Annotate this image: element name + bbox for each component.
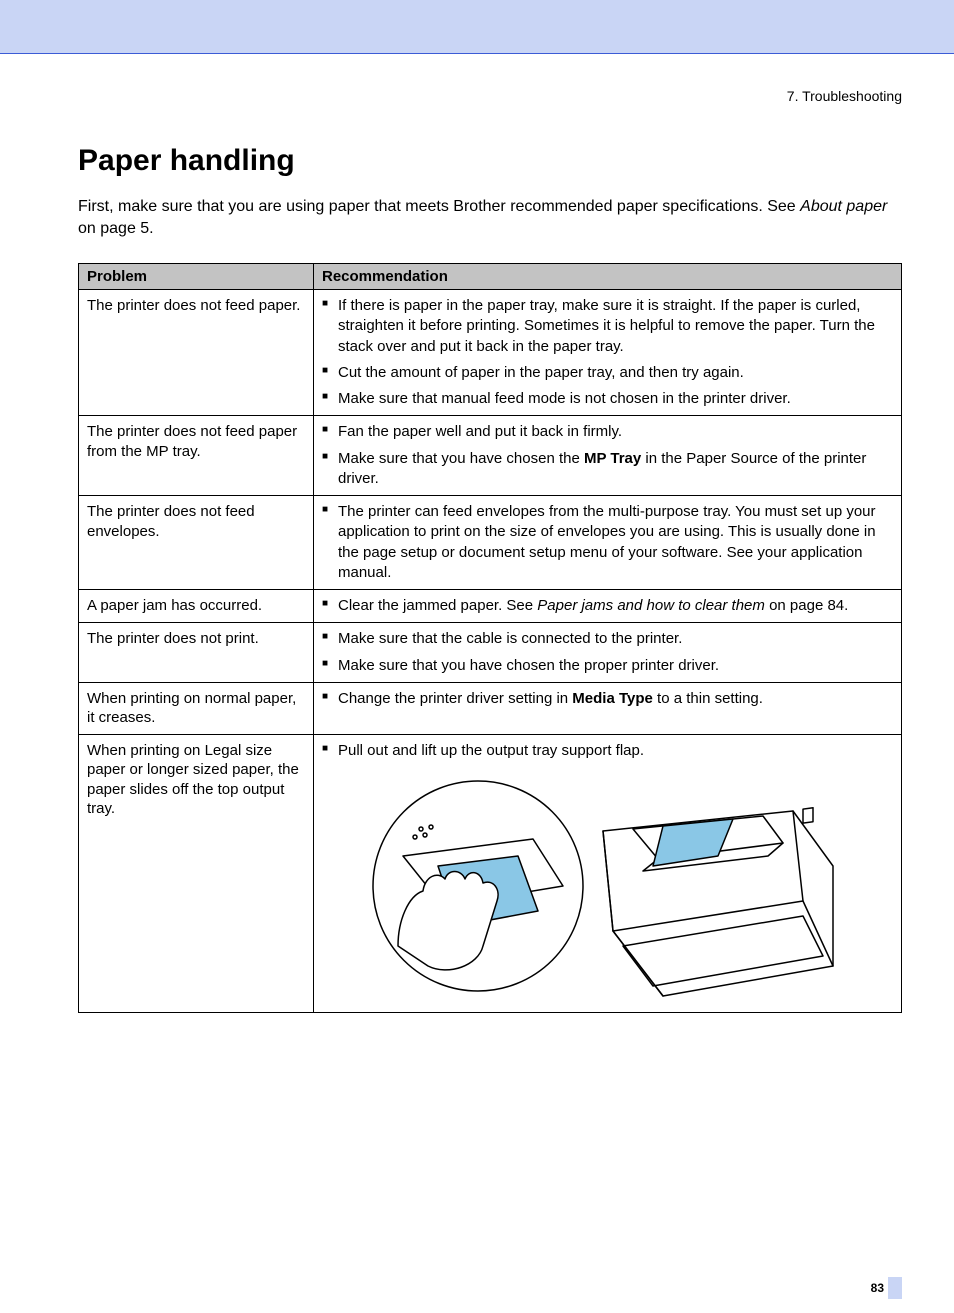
recommendation-item: Fan the paper well and put it back in fi… <box>322 422 893 442</box>
recommendation-item: Clear the jammed paper. See Paper jams a… <box>322 596 893 616</box>
page-title: Paper handling <box>78 144 902 178</box>
troubleshooting-table: Problem Recommendation The printer does … <box>78 263 902 1013</box>
intro-text-post: on page 5. <box>78 220 154 237</box>
recommendation-cell: The printer can feed envelopes from the … <box>314 496 902 590</box>
problem-cell: When printing on Legal size paper or lon… <box>79 734 314 1012</box>
page-number: 83 <box>871 1281 884 1295</box>
recommendation-item: Make sure that manual feed mode is not c… <box>322 389 893 409</box>
recommendation-item: Pull out and lift up the output tray sup… <box>322 741 893 761</box>
recommendation-cell: Make sure that the cable is connected to… <box>314 623 902 683</box>
table-row: When printing on normal paper, it crease… <box>79 682 902 734</box>
illustration-container <box>322 771 893 1006</box>
recommendation-list: The printer can feed envelopes from the … <box>322 502 893 583</box>
intro-link[interactable]: About paper <box>800 198 887 215</box>
intro-paragraph: First, make sure that you are using pape… <box>78 196 902 239</box>
intro-text-pre: First, make sure that you are using pape… <box>78 198 800 215</box>
chapter-label: 7. Troubleshooting <box>78 88 902 104</box>
recommendation-item: The printer can feed envelopes from the … <box>322 502 893 583</box>
recommendation-item: Cut the amount of paper in the paper tra… <box>322 363 893 383</box>
recommendation-cell: If there is paper in the paper tray, mak… <box>314 290 902 416</box>
recommendation-list: Fan the paper well and put it back in fi… <box>322 422 893 489</box>
cross-ref-link[interactable]: Paper jams and how to clear them <box>537 597 765 614</box>
page-footer: 83 <box>0 1273 954 1313</box>
recommendation-cell: Pull out and lift up the output tray sup… <box>314 734 902 1012</box>
table-row: The printer does not feed paper.If there… <box>79 290 902 416</box>
recommendation-list: Pull out and lift up the output tray sup… <box>322 741 893 761</box>
recommendation-list: Make sure that the cable is connected to… <box>322 629 893 676</box>
recommendation-item: Make sure that you have chosen the prope… <box>322 656 893 676</box>
table-row: The printer does not print. Make sure tha… <box>79 623 902 683</box>
problem-cell: The printer does not feed envelopes. <box>79 496 314 590</box>
page-content: 7. Troubleshooting Paper handling First,… <box>0 54 954 1013</box>
problem-cell: A paper jam has occurred. <box>79 590 314 623</box>
recommendation-cell: Change the printer driver setting in Med… <box>314 682 902 734</box>
recommendation-item: Make sure that you have chosen the MP Tr… <box>322 449 893 490</box>
table-row: The printer does not feed envelopes.The … <box>79 496 902 590</box>
recommendation-list: If there is paper in the paper tray, mak… <box>322 296 893 409</box>
recommendation-cell: Clear the jammed paper. See Paper jams a… <box>314 590 902 623</box>
problem-cell: The printer does not feed paper from the… <box>79 416 314 496</box>
recommendation-item: Change the printer driver setting in Med… <box>322 689 893 709</box>
col-header-recommendation: Recommendation <box>314 264 902 290</box>
problem-cell: The printer does not feed paper. <box>79 290 314 416</box>
col-header-problem: Problem <box>79 264 314 290</box>
problem-cell: When printing on normal paper, it crease… <box>79 682 314 734</box>
table-row: A paper jam has occurred. Clear the jamme… <box>79 590 902 623</box>
document-header-bar <box>0 0 954 54</box>
recommendation-item: If there is paper in the paper tray, mak… <box>322 296 893 357</box>
section-tab <box>888 1277 902 1299</box>
table-row: The printer does not feed paper from the… <box>79 416 902 496</box>
recommendation-list: Clear the jammed paper. See Paper jams a… <box>322 596 893 616</box>
recommendation-item: Make sure that the cable is connected to… <box>322 629 893 649</box>
recommendation-list: Change the printer driver setting in Med… <box>322 689 893 709</box>
problem-cell: The printer does not print. <box>79 623 314 683</box>
printer-illustration <box>363 771 853 1006</box>
table-row: When printing on Legal size paper or lon… <box>79 734 902 1012</box>
recommendation-cell: Fan the paper well and put it back in fi… <box>314 416 902 496</box>
